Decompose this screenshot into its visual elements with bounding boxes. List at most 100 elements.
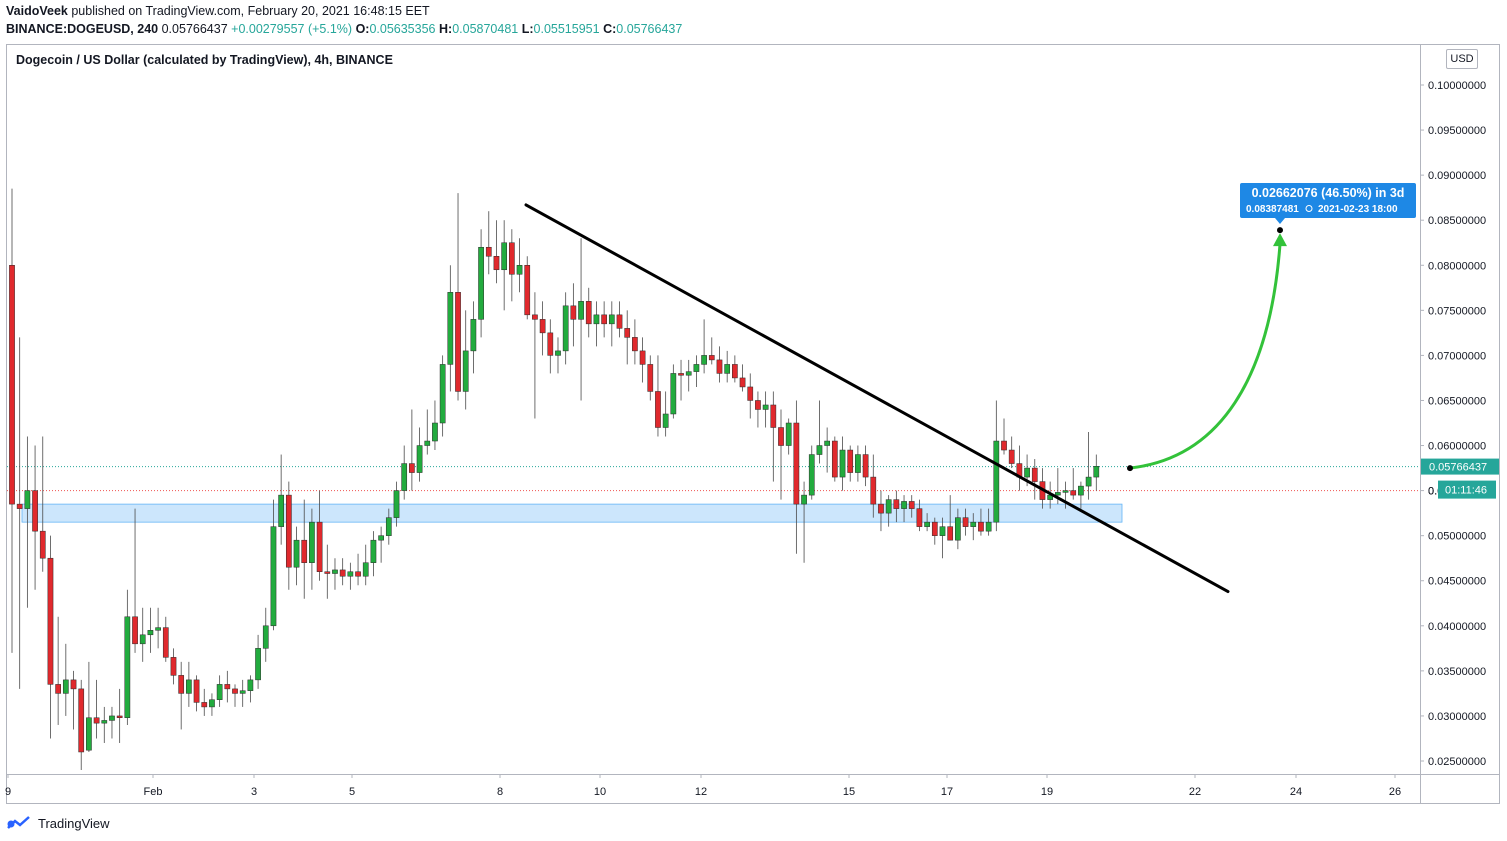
candle bbox=[432, 400, 438, 451]
candle-body-down bbox=[162, 627, 169, 658]
candle-body-down bbox=[655, 391, 661, 428]
candle-body-down bbox=[831, 440, 838, 478]
candle-body-up bbox=[801, 494, 807, 505]
candle-body-down bbox=[931, 521, 938, 536]
candle-body-down bbox=[632, 337, 638, 352]
candle bbox=[370, 531, 377, 577]
projection-label-pointer bbox=[1275, 218, 1285, 224]
candle bbox=[186, 661, 192, 707]
candle bbox=[693, 355, 700, 387]
candle-body-up bbox=[139, 634, 146, 645]
candle bbox=[585, 287, 592, 338]
candle bbox=[1078, 481, 1084, 509]
candle bbox=[547, 319, 554, 374]
candle bbox=[678, 359, 684, 401]
candle-body-down bbox=[409, 463, 415, 473]
candle bbox=[485, 211, 492, 275]
candle bbox=[409, 409, 415, 491]
candle-body-down bbox=[1008, 449, 1015, 464]
candle bbox=[985, 508, 992, 536]
footer-brand-label: TradingView bbox=[38, 815, 110, 831]
candle-body-down bbox=[339, 569, 346, 577]
candle-body-down bbox=[285, 494, 292, 568]
candle-body-down bbox=[324, 571, 331, 574]
candle bbox=[32, 445, 38, 590]
support-zone bbox=[21, 503, 1123, 523]
candle bbox=[493, 220, 500, 284]
candle bbox=[639, 337, 646, 383]
candle bbox=[139, 607, 146, 662]
candle-body-down bbox=[893, 499, 900, 509]
candle bbox=[447, 265, 454, 392]
candle-body-up bbox=[462, 350, 469, 392]
candle bbox=[385, 508, 392, 545]
currency-button[interactable]: USD bbox=[1446, 49, 1478, 69]
candle bbox=[1070, 468, 1077, 500]
candle-body-down bbox=[1031, 467, 1038, 482]
candle-body-up bbox=[685, 371, 692, 376]
candle bbox=[685, 359, 692, 392]
candle-body-up bbox=[1093, 466, 1100, 478]
candle-body-up bbox=[562, 305, 569, 352]
low-label: L: bbox=[521, 22, 534, 36]
candle bbox=[109, 706, 115, 739]
candle bbox=[132, 508, 138, 653]
candle bbox=[393, 481, 400, 527]
candle bbox=[524, 256, 531, 320]
candle bbox=[216, 675, 223, 707]
time-tick-label: 19 bbox=[1041, 786, 1053, 798]
candle bbox=[270, 499, 277, 631]
symbol-label: BINANCE:DOGEUSD, 240 bbox=[6, 22, 159, 36]
time-tick-label: 5 bbox=[349, 786, 355, 798]
candle-body-up bbox=[993, 440, 1000, 523]
candle-body-up bbox=[439, 364, 446, 424]
candle-body-down bbox=[770, 404, 777, 428]
candle bbox=[816, 400, 823, 464]
candle-body-down bbox=[316, 521, 323, 572]
projection-arrow bbox=[1129, 244, 1282, 470]
candle bbox=[262, 607, 269, 662]
candle-body-up bbox=[924, 521, 930, 527]
candle-body-down bbox=[524, 265, 531, 316]
candle-body-up bbox=[593, 314, 600, 325]
candle-body-down bbox=[616, 314, 623, 329]
candle bbox=[39, 436, 46, 572]
candle bbox=[255, 634, 261, 689]
candle-body-down bbox=[647, 364, 654, 392]
candle-body-down bbox=[301, 539, 308, 563]
candle-body-down bbox=[978, 521, 984, 532]
candle bbox=[478, 229, 484, 338]
candle bbox=[708, 337, 715, 365]
publisher-name[interactable]: VaidoVeek bbox=[6, 4, 68, 18]
candle bbox=[947, 495, 954, 541]
candle-body-up bbox=[1078, 485, 1084, 496]
candle-body-up bbox=[124, 616, 131, 718]
candle bbox=[239, 679, 246, 707]
price-tick-label: 0.09000000 bbox=[1428, 170, 1486, 182]
last-price-badge-text: 0.05766437 bbox=[1429, 462, 1487, 474]
candle bbox=[362, 544, 369, 586]
candle-body-down bbox=[716, 359, 723, 374]
candle-body-up bbox=[216, 684, 223, 700]
time-tick-label: 15 bbox=[843, 786, 855, 798]
candle bbox=[762, 391, 769, 428]
candle bbox=[1016, 445, 1023, 491]
projection-end-point bbox=[1277, 227, 1283, 234]
price-tick-label: 0.03000000 bbox=[1428, 711, 1486, 723]
candle-body-up bbox=[785, 422, 792, 446]
clock-icon bbox=[1305, 205, 1313, 212]
footer-brand[interactable]: TradingView bbox=[6, 812, 110, 834]
projection-start-point bbox=[1127, 465, 1133, 472]
candle-body-up bbox=[608, 314, 615, 325]
candle-body-down bbox=[624, 328, 631, 338]
candle bbox=[885, 495, 892, 527]
candle-body-up bbox=[693, 364, 700, 372]
candle bbox=[732, 355, 738, 383]
price-axis-separator bbox=[1420, 44, 1421, 804]
candle bbox=[924, 513, 930, 532]
candle bbox=[1085, 432, 1092, 500]
candle bbox=[955, 508, 961, 550]
price-tick-label: 0.03500000 bbox=[1428, 666, 1486, 678]
time-tick-label: 8 bbox=[497, 786, 503, 798]
